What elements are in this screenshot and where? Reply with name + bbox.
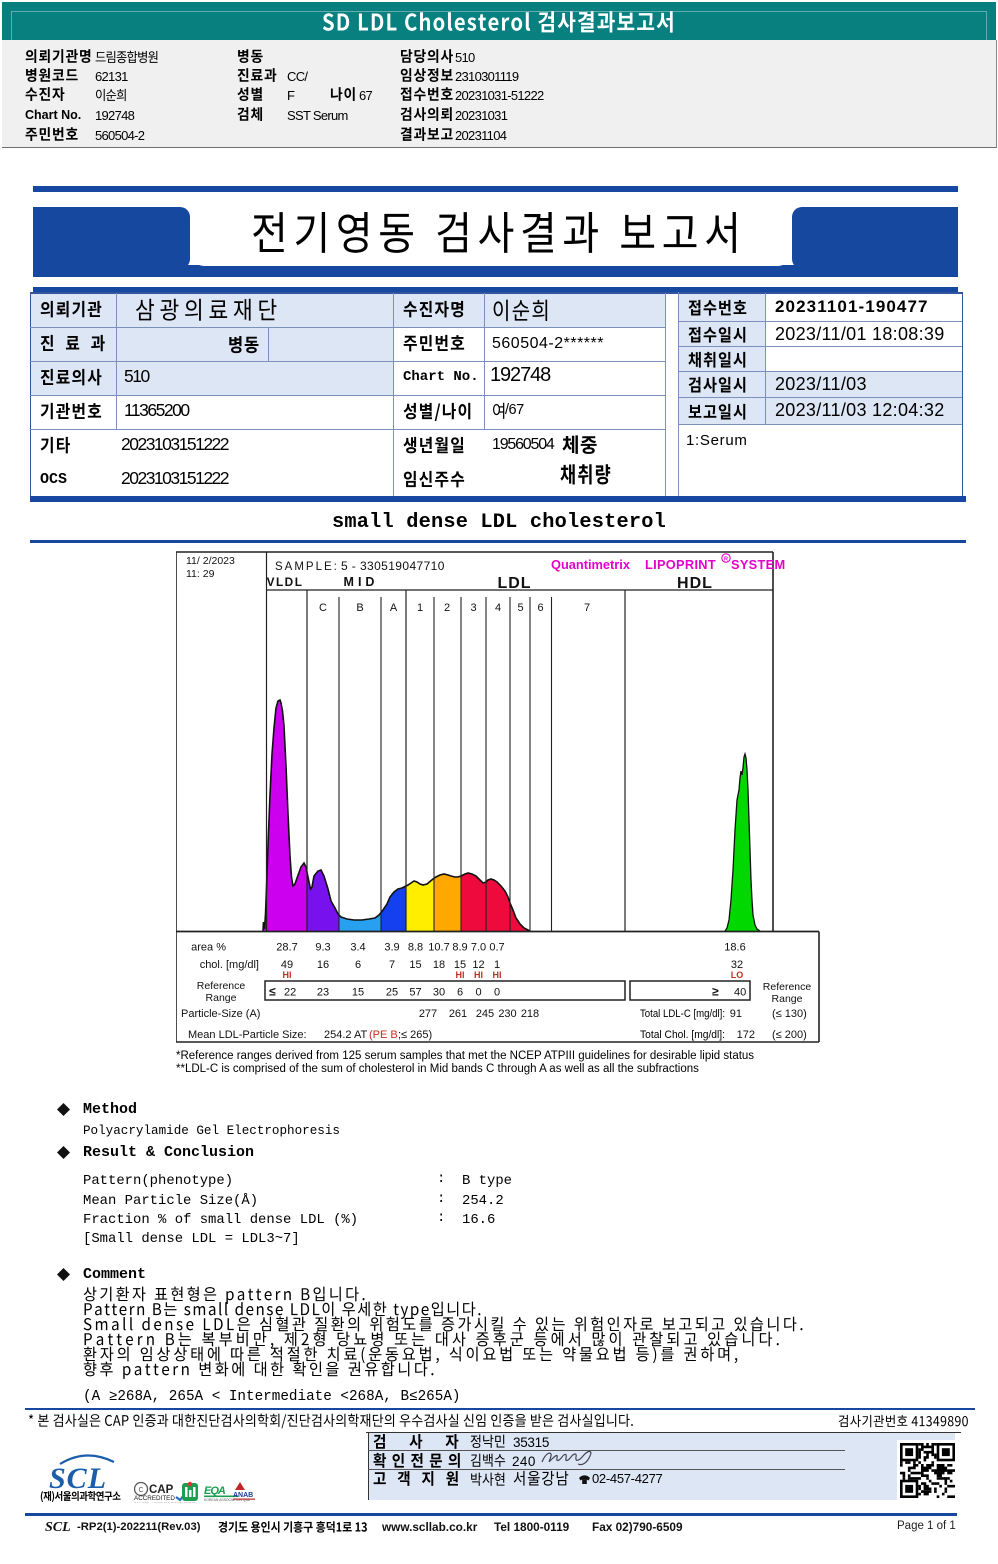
svg-text:6: 6: [457, 987, 463, 999]
svg-text:5 - 330519047710: 5 - 330519047710: [341, 559, 445, 573]
svg-text:Range: Range: [772, 993, 803, 1005]
svg-text:Quantimetrix: Quantimetrix: [551, 557, 631, 572]
svg-text:28.7: 28.7: [276, 942, 297, 954]
svg-text:18.6: 18.6: [724, 942, 745, 954]
svg-text:3: 3: [470, 602, 476, 614]
svg-text:15: 15: [352, 987, 364, 999]
svg-text:ANAB: ANAB: [233, 1492, 253, 1499]
svg-text:6: 6: [537, 602, 543, 614]
svg-text:0: 0: [475, 987, 481, 999]
svg-text:30: 30: [433, 987, 445, 999]
svg-text:CAP: CAP: [149, 1484, 174, 1496]
svg-text:15: 15: [409, 959, 421, 971]
svg-text:57: 57: [409, 987, 421, 999]
svg-text:7.0: 7.0: [471, 942, 486, 954]
svg-text:Total Chol. [mg/dl]:: Total Chol. [mg/dl]:: [640, 1029, 725, 1041]
svg-text:7: 7: [389, 959, 395, 971]
svg-text:11/ 2/2023: 11/ 2/2023: [186, 555, 235, 567]
svg-text:HI: HI: [283, 970, 292, 980]
svg-text:1: 1: [417, 602, 423, 614]
svg-text:8.9: 8.9: [452, 942, 467, 954]
svg-text:Reference: Reference: [197, 980, 246, 992]
svg-text:261: 261: [449, 1008, 467, 1020]
svg-text:LO: LO: [731, 970, 744, 980]
svg-text:(PE B: (PE B: [369, 1029, 398, 1041]
svg-text:chol. [mg/dl]: chol. [mg/dl]: [200, 959, 259, 971]
svg-text:218: 218: [521, 1008, 539, 1020]
svg-text:23: 23: [317, 987, 329, 999]
svg-text:7: 7: [584, 602, 590, 614]
svg-text:(≤ 200): (≤ 200): [772, 1029, 807, 1041]
svg-text:COLLEGE of AMERICAN PATHOLOGIS: COLLEGE of AMERICAN PATHOLOGISTS: [134, 1502, 195, 1503]
svg-text:3.4: 3.4: [350, 942, 365, 954]
svg-text:49: 49: [281, 959, 293, 971]
svg-text:16: 16: [317, 959, 329, 971]
svg-text:Reference: Reference: [763, 981, 812, 993]
svg-text:40: 40: [734, 987, 746, 999]
svg-text:172: 172: [737, 1029, 755, 1041]
svg-text:SAMPLE:: SAMPLE:: [275, 561, 339, 573]
svg-text:91: 91: [730, 1008, 742, 1020]
svg-text:LDL: LDL: [497, 575, 531, 592]
svg-text:B: B: [356, 602, 363, 614]
svg-text:230: 230: [498, 1008, 516, 1020]
svg-text:22: 22: [284, 987, 296, 999]
svg-text:Total LDL-C [mg/dl]:: Total LDL-C [mg/dl]:: [640, 1008, 725, 1020]
svg-text:5: 5: [517, 602, 523, 614]
svg-text:area %: area %: [191, 942, 226, 954]
svg-text:(≤ 130): (≤ 130): [772, 1008, 807, 1020]
svg-text:≥: ≥: [712, 985, 719, 999]
svg-text:9.3: 9.3: [315, 942, 330, 954]
svg-text:R: R: [724, 557, 728, 563]
svg-text:254.2 AT: 254.2 AT: [324, 1029, 367, 1041]
svg-text:SYSTEM: SYSTEM: [731, 557, 785, 572]
svg-text:12: 12: [472, 959, 484, 971]
svg-text:18: 18: [433, 959, 445, 971]
svg-text:ACCREDITED: ACCREDITED: [134, 1495, 175, 1502]
svg-text:11: 29: 11: 29: [186, 568, 215, 580]
svg-text:10.7: 10.7: [428, 942, 449, 954]
svg-text:HI: HI: [493, 970, 502, 980]
svg-text:;≤ 265): ;≤ 265): [398, 1029, 432, 1041]
svg-text:Particle-Size (A): Particle-Size (A): [181, 1008, 260, 1020]
svg-text:HI: HI: [474, 970, 483, 980]
svg-text:KOREAN ASSOCIATION QUALITY ASS: KOREAN ASSOCIATION QUALITY ASSURANCE: [204, 1498, 250, 1502]
svg-text:8.8: 8.8: [408, 942, 423, 954]
svg-text:0.7: 0.7: [489, 942, 504, 954]
svg-text:MID: MID: [344, 575, 379, 589]
svg-text:C: C: [319, 602, 327, 614]
svg-text:1: 1: [494, 959, 500, 971]
svg-text:3.9: 3.9: [384, 942, 399, 954]
svg-text:4: 4: [495, 602, 501, 614]
svg-text:A: A: [390, 602, 398, 614]
svg-text:Range: Range: [206, 992, 237, 1004]
svg-text:≤: ≤: [269, 985, 276, 999]
svg-text:Mean LDL-Particle Size:: Mean LDL-Particle Size:: [188, 1029, 307, 1041]
svg-text:15: 15: [454, 959, 466, 971]
svg-text:245: 245: [476, 1008, 494, 1020]
svg-text:6: 6: [355, 959, 361, 971]
svg-text:C: C: [138, 1487, 143, 1494]
svg-text:2: 2: [444, 602, 450, 614]
svg-text:LIPOPRINT: LIPOPRINT: [645, 557, 716, 572]
svg-text:277: 277: [419, 1008, 437, 1020]
svg-text:25: 25: [386, 987, 398, 999]
svg-text:32: 32: [731, 959, 743, 971]
svg-text:EQA: EQA: [204, 1485, 226, 1497]
svg-text:HI: HI: [456, 970, 465, 980]
svg-text:0: 0: [494, 987, 500, 999]
svg-text:HDL: HDL: [677, 575, 713, 592]
svg-text:VLDL: VLDL: [267, 575, 304, 589]
